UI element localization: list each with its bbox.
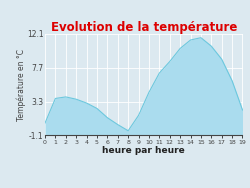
- Y-axis label: Température en °C: Température en °C: [16, 49, 26, 121]
- X-axis label: heure par heure: heure par heure: [102, 146, 185, 155]
- Title: Evolution de la température: Evolution de la température: [50, 21, 237, 34]
